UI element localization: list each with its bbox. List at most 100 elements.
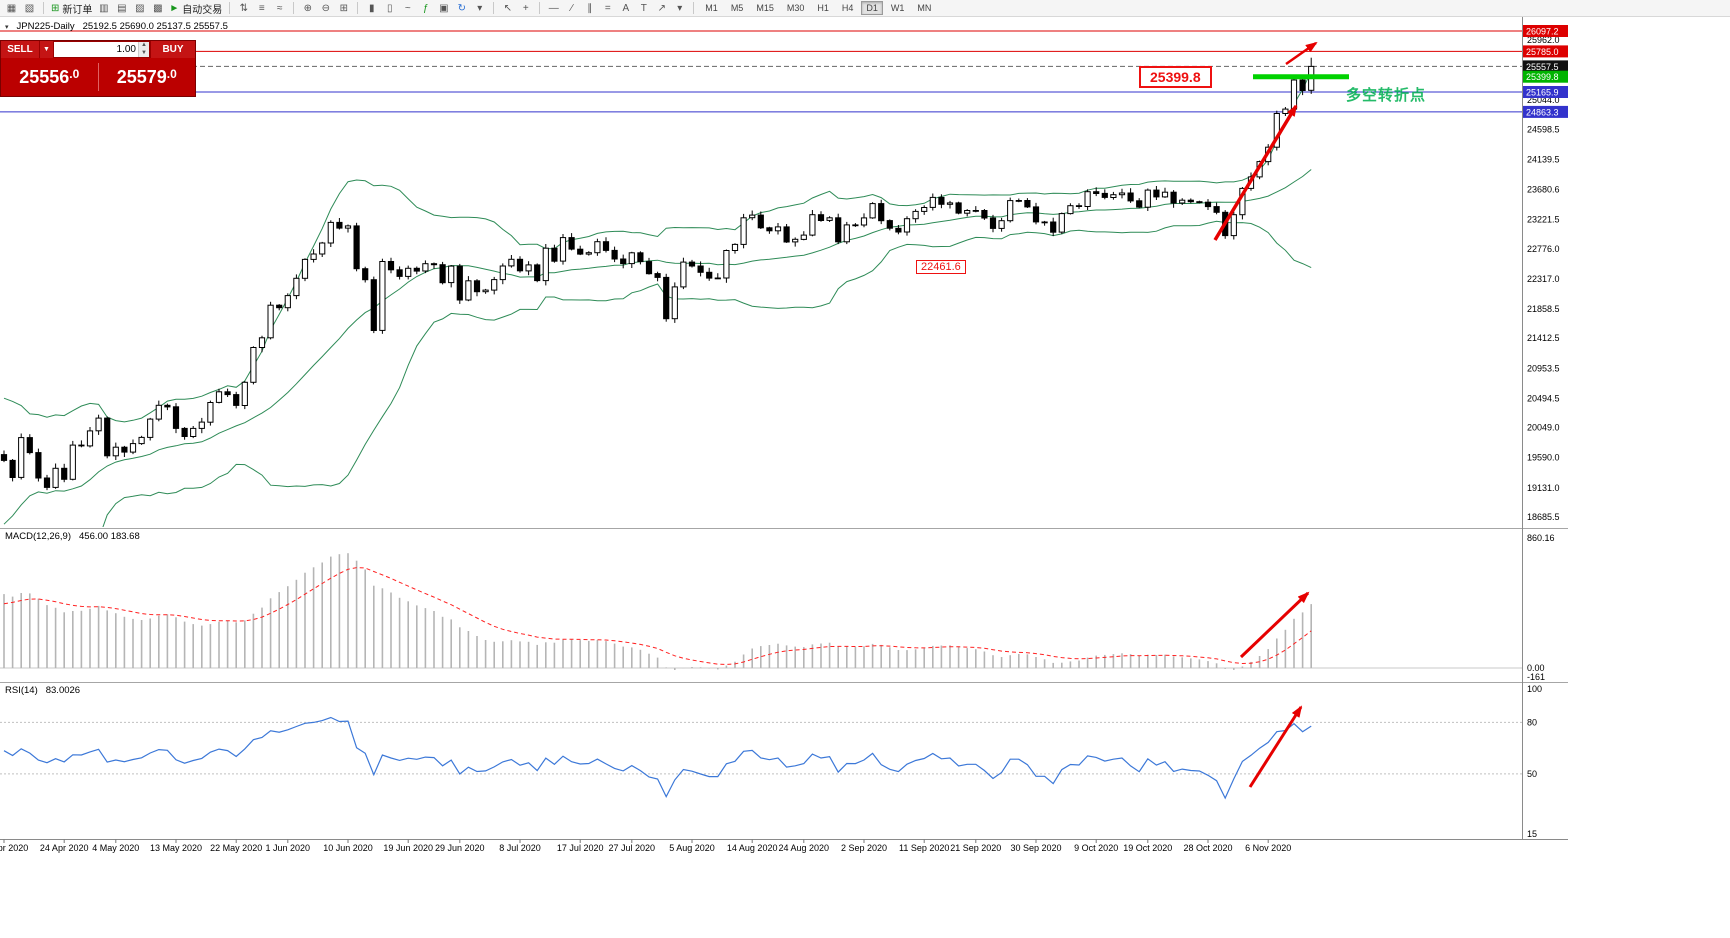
chart-menu-icon[interactable]: ▾ <box>5 23 9 31</box>
data-window-icon[interactable]: ▤ <box>113 1 130 16</box>
toolbar-separator <box>43 2 44 14</box>
chevron-down-icon-glyph: ▾ <box>477 2 483 14</box>
toolbar-separator <box>229 2 231 14</box>
templates-icon[interactable]: ▣ <box>435 1 452 16</box>
timeframe-h1-button[interactable]: H1 <box>817 3 829 13</box>
indicators-icon[interactable]: ƒ <box>417 1 434 16</box>
timeframe-m5-button[interactable]: M5 <box>730 3 744 13</box>
svg-text:2 Sep 2020: 2 Sep 2020 <box>841 843 887 853</box>
zoom-out-icon-glyph: ⊖ <box>321 2 330 14</box>
svg-text:860.16: 860.16 <box>1527 533 1555 543</box>
symbol-period-label: JPN225-Daily <box>16 21 75 32</box>
svg-text:25785.0: 25785.0 <box>1526 47 1559 57</box>
macd-signal-line <box>3 567 1312 666</box>
svg-text:25399.8: 25399.8 <box>1526 72 1559 82</box>
channel-icon[interactable]: ∥ <box>581 1 598 16</box>
timeframe-w1-button[interactable]: W1 <box>890 3 905 13</box>
fibonacci-icon[interactable]: = <box>599 1 616 16</box>
order-type-dropdown[interactable]: ▼ <box>40 41 53 58</box>
chart-title: ▾ JPN225-Daily 25192.5 25690.0 25137.5 2… <box>5 21 228 32</box>
chart-canvas[interactable]: 860.16 0.00-161 100 80 50 15 25962.0 25044.0 245… <box>0 0 1568 938</box>
zoom-out-icon[interactable]: ⊖ <box>317 1 334 16</box>
text-icon[interactable]: A <box>617 1 634 16</box>
sort-icon[interactable]: ⇅ <box>235 1 252 16</box>
sell-price[interactable]: 25556.0 <box>1 67 98 88</box>
svg-text:29 Jun 2020: 29 Jun 2020 <box>435 843 485 853</box>
svg-text:80: 80 <box>1527 717 1537 727</box>
templates-icon-glyph: ▣ <box>439 2 449 14</box>
svg-text:23680.6: 23680.6 <box>1527 184 1560 194</box>
svg-text:1 Jun 2020: 1 Jun 2020 <box>266 843 311 853</box>
buy-button[interactable]: BUY <box>151 41 195 58</box>
volume-input[interactable] <box>54 42 138 57</box>
svg-text:30 Sep 2020: 30 Sep 2020 <box>1010 843 1061 853</box>
volume-down-button[interactable]: ▼ <box>139 49 149 57</box>
rsi-arrow[interactable] <box>1248 705 1303 788</box>
price-badge <box>1523 86 1568 98</box>
resistance-price-label[interactable]: 25399.8 <box>1139 66 1212 88</box>
indicators-icon-glyph: ƒ <box>423 2 429 14</box>
price-axis[interactable]: 25962.0 25044.0 24598.5 24139.5 23680.6 23221… <box>1523 25 1568 522</box>
arrow-tool-icon[interactable]: ↗ <box>653 1 670 16</box>
layout-icon[interactable]: ≈ <box>271 1 288 16</box>
align-icon[interactable]: ≡ <box>253 1 270 16</box>
horizontal-line-icon[interactable]: — <box>545 1 562 16</box>
svg-text:19590.0: 19590.0 <box>1527 453 1560 463</box>
support-price-label[interactable]: 22461.6 <box>916 260 966 274</box>
new-order-button[interactable]: ⊞ 新订单 <box>49 1 94 16</box>
chevron-down-icon[interactable]: ▾ <box>471 1 488 16</box>
candlestick-chart-icon[interactable]: ▯ <box>381 1 398 16</box>
sell-button[interactable]: SELL <box>1 41 39 58</box>
line-chart-icon[interactable]: ~ <box>399 1 416 16</box>
zoom-box-icon[interactable]: ▧ <box>21 1 38 16</box>
timeframe-d1-button[interactable]: D1 <box>861 1 883 15</box>
timeframe-m30-button[interactable]: M30 <box>786 3 805 13</box>
svg-text:25044.0: 25044.0 <box>1527 95 1560 105</box>
svg-text:21412.5: 21412.5 <box>1527 333 1560 343</box>
market-watch-icon[interactable]: ▥ <box>95 1 112 16</box>
svg-text:4 May 2020: 4 May 2020 <box>92 843 139 853</box>
data-window-icon-glyph: ▤ <box>117 2 127 14</box>
toolbar-separator <box>693 2 695 14</box>
refresh-icon[interactable]: ↻ <box>453 1 470 16</box>
svg-text:22776.0: 22776.0 <box>1527 244 1560 254</box>
refresh-icon-glyph: ↻ <box>457 2 466 14</box>
label-icon[interactable]: T <box>635 1 652 16</box>
svg-text:20953.5: 20953.5 <box>1527 363 1560 373</box>
price-badge <box>1523 60 1568 73</box>
cursor-icon[interactable]: ↖ <box>499 1 516 16</box>
price-divider <box>97 63 99 91</box>
timeframe-h4-button[interactable]: H4 <box>841 3 854 13</box>
tile-windows-icon-glyph: ⊞ <box>339 2 348 14</box>
tile-windows-icon[interactable]: ⊞ <box>335 1 352 16</box>
crosshair-icon[interactable]: + <box>517 1 534 16</box>
timeframe-mn-button[interactable]: MN <box>917 3 932 13</box>
trendline-icon[interactable]: ∕ <box>563 1 580 16</box>
candlesticks <box>0 57 1315 491</box>
autotrading-button[interactable]: ► 自动交易 <box>167 1 224 16</box>
zoom-in-icon[interactable]: ⊕ <box>299 1 316 16</box>
market-watch-icon-glyph: ▥ <box>99 2 109 14</box>
navigator-icon-glyph: ▨ <box>135 2 145 14</box>
trendline-icon-glyph: ∕ <box>570 2 573 14</box>
volume-up-button[interactable]: ▲ <box>139 42 149 50</box>
chevron-down-icon-2-glyph: ▾ <box>677 2 683 14</box>
rsi-line <box>3 716 1312 800</box>
price-badge <box>1523 45 1568 58</box>
terminal-icon[interactable]: ▩ <box>149 1 166 16</box>
buy-price[interactable]: 25579.0 <box>99 67 196 88</box>
macd-arrow[interactable] <box>1239 591 1310 659</box>
trend-arrow-main[interactable] <box>1213 104 1298 241</box>
chevron-down-icon-2[interactable]: ▾ <box>671 1 688 16</box>
breakout-arrow[interactable] <box>1285 41 1318 66</box>
svg-text:28 Oct 2020: 28 Oct 2020 <box>1183 843 1232 853</box>
channel-icon-glyph: ∥ <box>587 2 593 14</box>
text-icon-glyph: A <box>622 2 630 14</box>
bar-chart-icon[interactable]: ▮ <box>363 1 380 16</box>
navigator-icon[interactable]: ▨ <box>131 1 148 16</box>
timeframe-m1-button[interactable]: M1 <box>705 3 718 13</box>
chart-window-icon[interactable]: ▦ <box>3 1 20 16</box>
new-order-glyph: ⊞ <box>51 2 60 14</box>
timeframe-m15-button[interactable]: M15 <box>756 3 774 13</box>
